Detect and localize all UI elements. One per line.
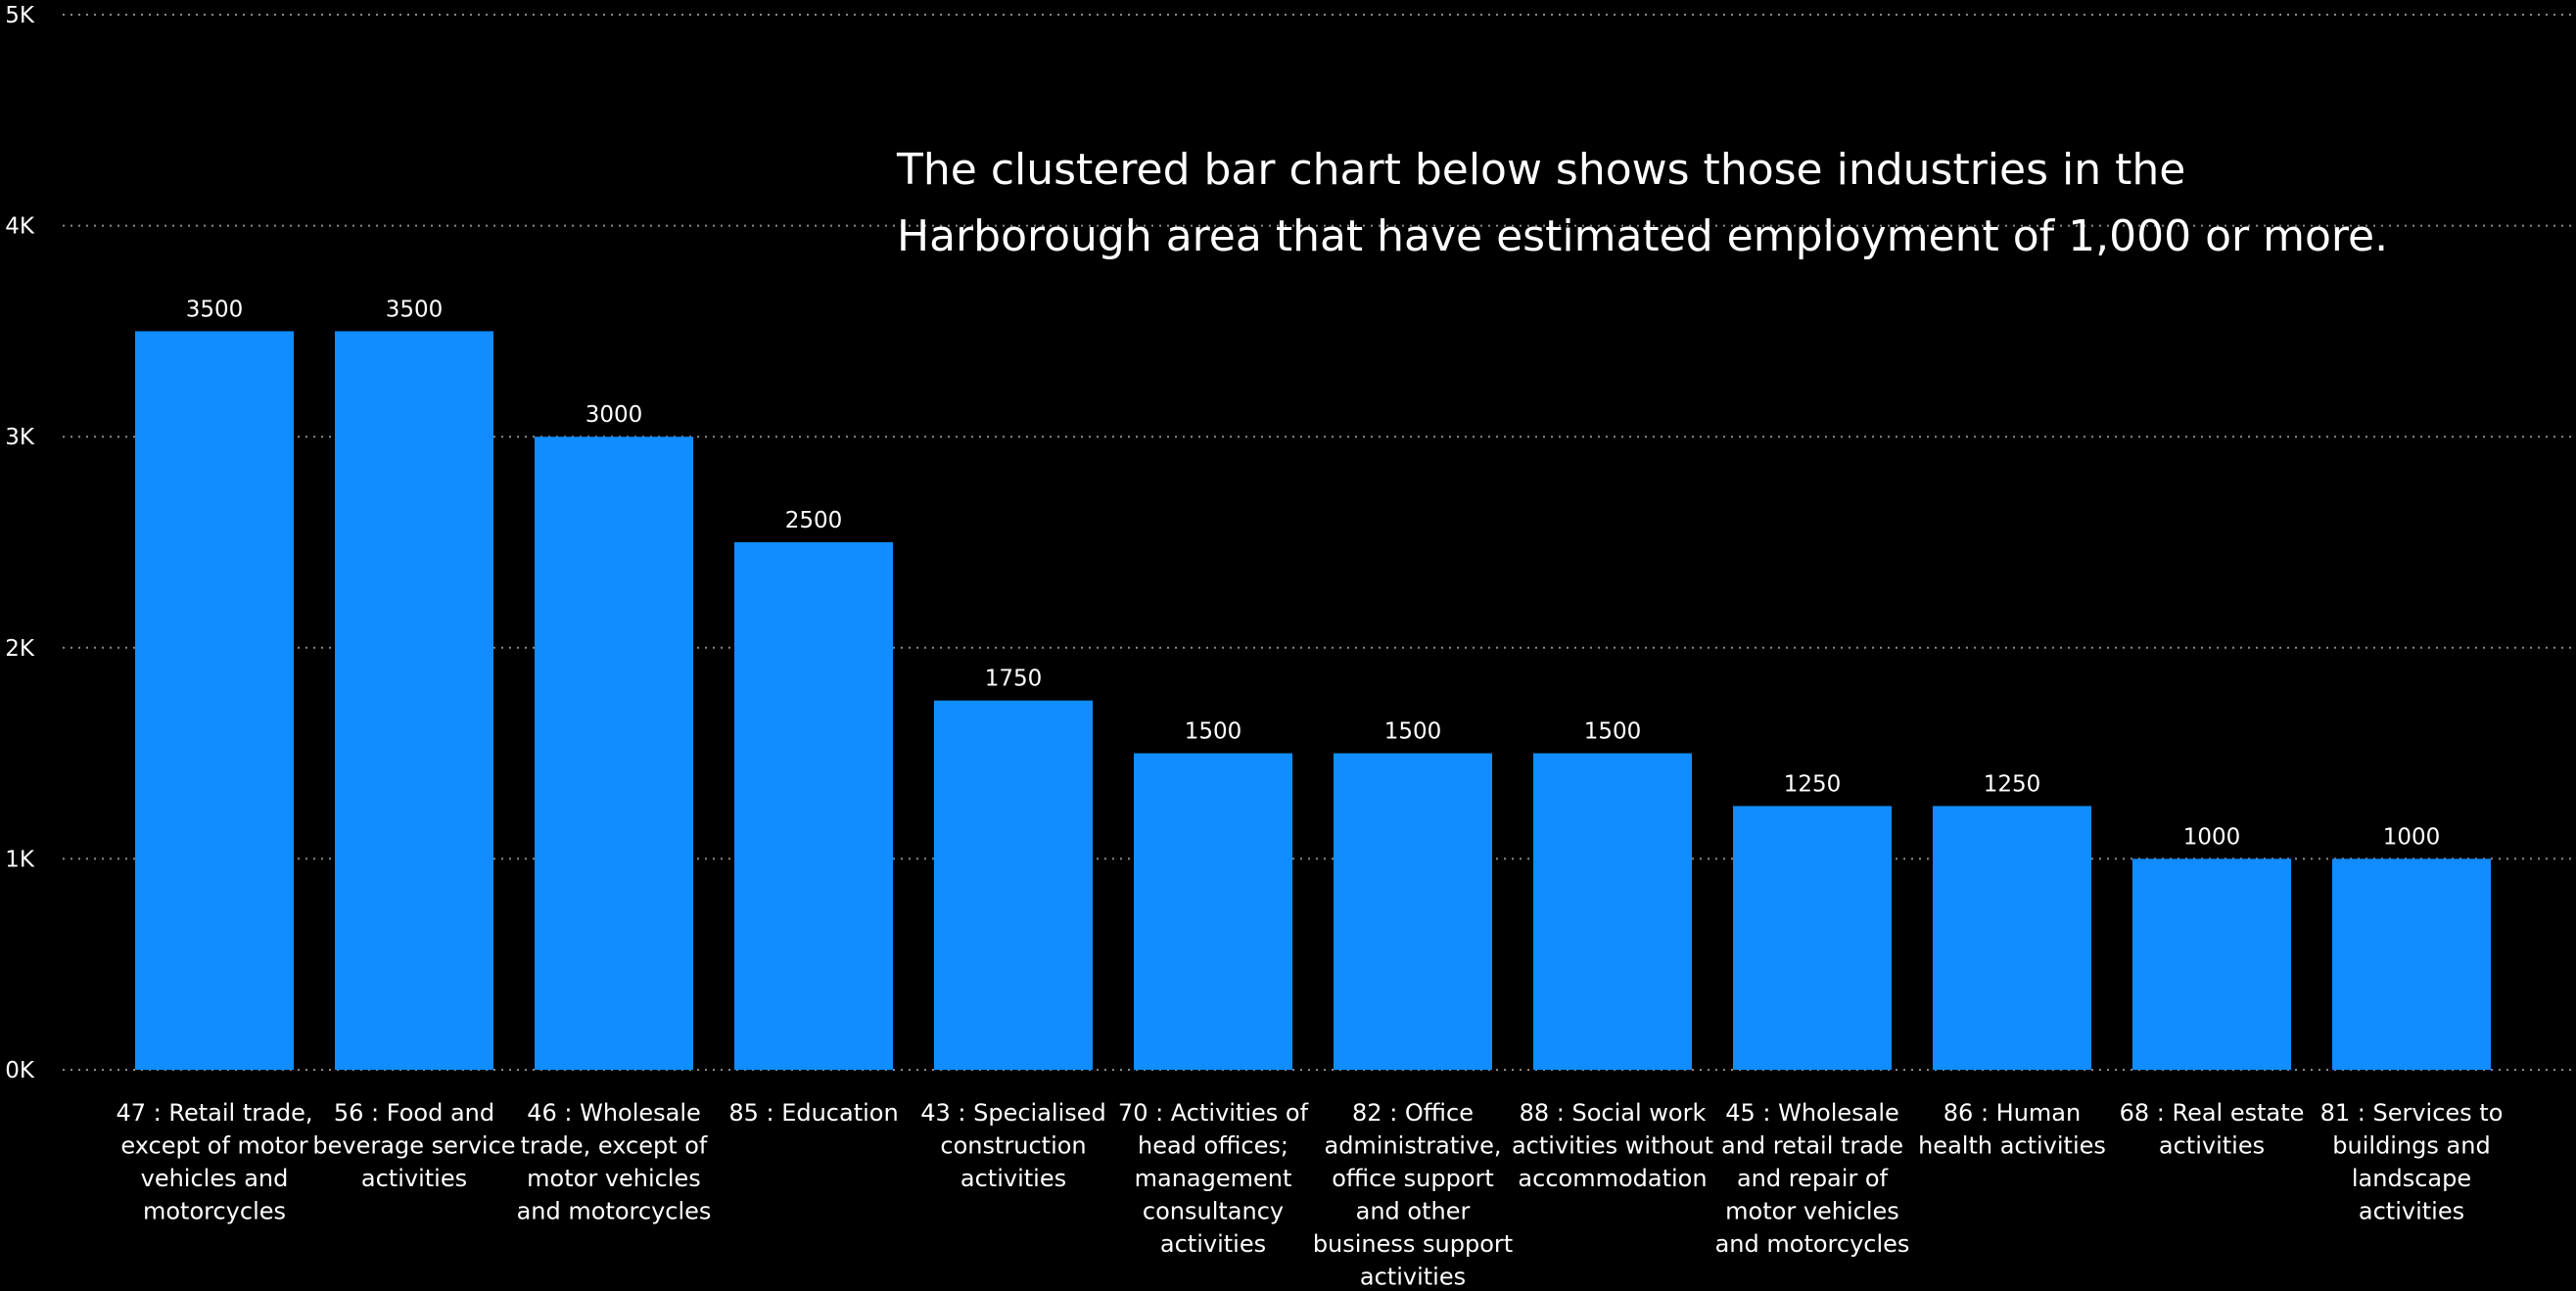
bar[interactable] (1533, 753, 1692, 1070)
data-label: 1500 (1584, 719, 1642, 745)
x-category-label: 47 : Retail trade, except of motor vehicle… (117, 1099, 313, 1225)
bar[interactable] (734, 542, 893, 1070)
data-label: 1750 (985, 667, 1043, 692)
x-category-label: 43 : Specialised construction activities (920, 1099, 1106, 1192)
x-category-label: 70 : Activities of head offices; managemen… (1118, 1099, 1309, 1258)
data-labels: 3500 3500 3000 2500 1750 1500 1500 1500 1250 1250… (186, 297, 2441, 850)
x-category-label: 68 : Real estate activities (2120, 1099, 2305, 1160)
x-category-label: 45 : Wholesale and retail trade and repair… (1715, 1099, 1910, 1258)
chart-annotation: The clustered bar chart below shows thos… (897, 145, 2389, 261)
data-label: 1000 (2183, 824, 2241, 850)
x-category-label: 56 : Food and beverage service activities (312, 1099, 515, 1192)
x-category-label: 85 : Education (728, 1099, 898, 1127)
y-tick-label: 2K (5, 636, 35, 662)
x-category-label: 88 : Social work activities without accomm… (1512, 1099, 1713, 1192)
data-label: 1250 (1784, 772, 1842, 798)
x-category-label: 81 : Services to buildings and landscape ac… (2320, 1099, 2504, 1225)
y-tick-label: 0K (5, 1058, 35, 1084)
bar[interactable] (535, 437, 693, 1070)
y-tick-label: 5K (5, 3, 35, 28)
bar[interactable] (1933, 806, 2091, 1071)
x-category-label: 82 : Office administrative, office support… (1313, 1099, 1513, 1291)
data-label: 1500 (1384, 719, 1442, 745)
data-label: 3500 (186, 297, 244, 322)
bar[interactable] (934, 700, 1093, 1070)
bar[interactable] (1733, 806, 1892, 1071)
y-tick-label: 4K (5, 214, 35, 240)
x-category-label: 46 : Wholesale trade, except of motor vehi… (517, 1099, 712, 1225)
bar[interactable] (135, 331, 294, 1070)
x-axis-labels: 47 : Retail trade, except of motor vehicle… (117, 1099, 2504, 1291)
y-tick-label: 1K (5, 847, 35, 872)
bar[interactable] (2332, 858, 2491, 1070)
x-category-label: 86 : Human health activities (1918, 1099, 2106, 1160)
bar[interactable] (335, 331, 493, 1070)
data-label: 3000 (585, 402, 643, 428)
data-label: 1250 (1984, 772, 2041, 798)
bar[interactable] (2132, 858, 2291, 1070)
y-tick-label: 3K (5, 425, 35, 450)
bars (135, 331, 2491, 1070)
y-axis-ticks: 0K 1K 2K 3K 4K 5K (5, 3, 35, 1084)
data-label: 1500 (1185, 719, 1242, 745)
data-label: 1000 (2383, 824, 2441, 850)
bar[interactable] (1134, 753, 1292, 1070)
data-label: 2500 (785, 508, 843, 533)
data-label: 3500 (386, 297, 444, 322)
bar[interactable] (1334, 753, 1492, 1070)
